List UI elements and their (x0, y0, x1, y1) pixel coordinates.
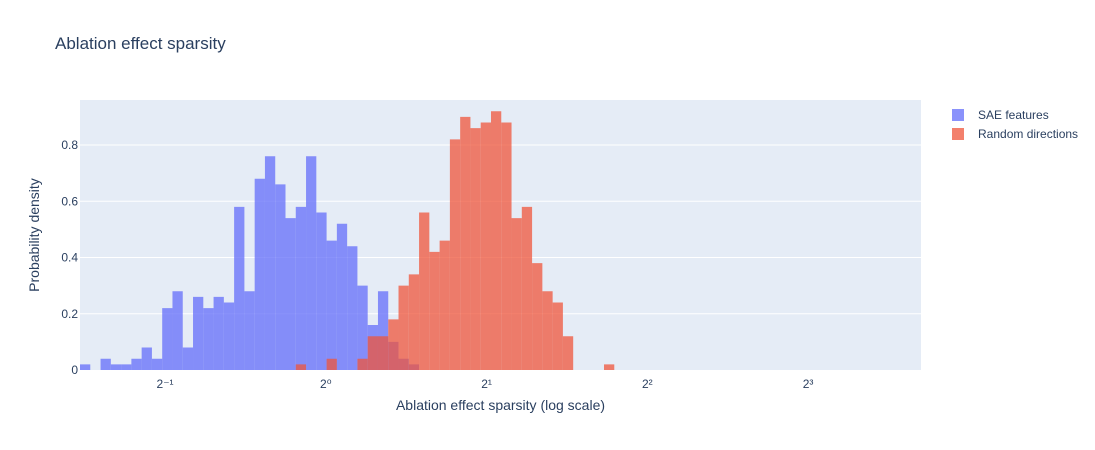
bar-sae-features (172, 291, 183, 370)
legend-swatch[interactable] (952, 128, 964, 140)
bar-random-directions (429, 251, 440, 370)
bar-random-directions (408, 274, 420, 370)
y-tick-label: 0 (71, 363, 78, 377)
x-axis-title: Ablation effect sparsity (log scale) (396, 397, 605, 413)
bar-sae-features (203, 308, 214, 370)
y-tick-label: 0.2 (61, 307, 78, 321)
bar-sae-features (295, 206, 307, 370)
legend-swatch[interactable] (952, 109, 964, 121)
bar-sae-features (336, 223, 348, 370)
bar-sae-features (110, 364, 122, 370)
bar-sae-features (254, 178, 265, 370)
bar-sae-features (326, 240, 337, 370)
bar-sae-features (357, 285, 368, 370)
bar-sae-features (244, 291, 255, 370)
bar-random-directions (439, 240, 450, 370)
x-tick-label: 2³ (803, 377, 814, 391)
bar-random-directions (326, 358, 337, 370)
y-tick-label: 0.8 (61, 138, 78, 152)
bar-sae-features (264, 156, 276, 370)
bar-random-directions (295, 364, 307, 370)
bar-sae-features (121, 364, 132, 370)
bar-sae-features (234, 206, 245, 370)
bar-random-directions (367, 336, 378, 370)
bar-random-directions (490, 111, 502, 370)
bar-sae-features (213, 296, 224, 370)
bar-random-directions (357, 358, 368, 370)
bar-sae-features (151, 358, 163, 370)
bar-random-directions (388, 319, 399, 370)
bar-random-directions (532, 263, 543, 370)
bar-random-directions (398, 285, 409, 370)
bar-sae-features (285, 218, 296, 370)
legend-label[interactable]: Random directions (978, 127, 1078, 141)
y-tick-label: 0.4 (61, 251, 78, 265)
chart-title: Ablation effect sparsity (55, 34, 226, 53)
bar-random-directions (470, 128, 481, 370)
bar-sae-features (100, 358, 111, 370)
x-tick-label: 2⁻¹ (157, 377, 174, 391)
bar-random-directions (419, 212, 430, 370)
bar-sae-features (80, 364, 91, 370)
bar-random-directions (480, 122, 491, 370)
bar-sae-features (193, 296, 204, 370)
bar-sae-features (275, 184, 286, 370)
bar-sae-features (377, 291, 389, 370)
bar-random-directions (562, 336, 574, 370)
bar-random-directions (511, 218, 522, 370)
x-tick-label: 2¹ (481, 377, 492, 391)
bar-sae-features (316, 212, 327, 370)
y-tick-label: 0.6 (61, 194, 78, 208)
bar-sae-features (347, 246, 358, 370)
bar-random-directions (449, 139, 461, 370)
legend-label[interactable]: SAE features (978, 108, 1049, 122)
bar-sae-features (223, 302, 235, 370)
bar-random-directions (521, 206, 533, 370)
bar-sae-features (141, 347, 152, 370)
bar-sae-features (306, 156, 317, 370)
bar-random-directions (552, 302, 563, 370)
y-axis-title: Probability density (26, 178, 42, 292)
x-tick-label: 2² (642, 377, 653, 391)
bar-random-directions (604, 364, 615, 370)
x-tick-label: 2⁰ (320, 377, 332, 391)
bar-sae-features (131, 358, 142, 370)
bar-random-directions (501, 122, 512, 370)
bar-random-directions (460, 116, 471, 370)
bar-random-directions (542, 291, 553, 370)
bar-random-directions (377, 336, 389, 370)
bar-sae-features (182, 347, 194, 370)
bar-sae-features (162, 308, 173, 370)
